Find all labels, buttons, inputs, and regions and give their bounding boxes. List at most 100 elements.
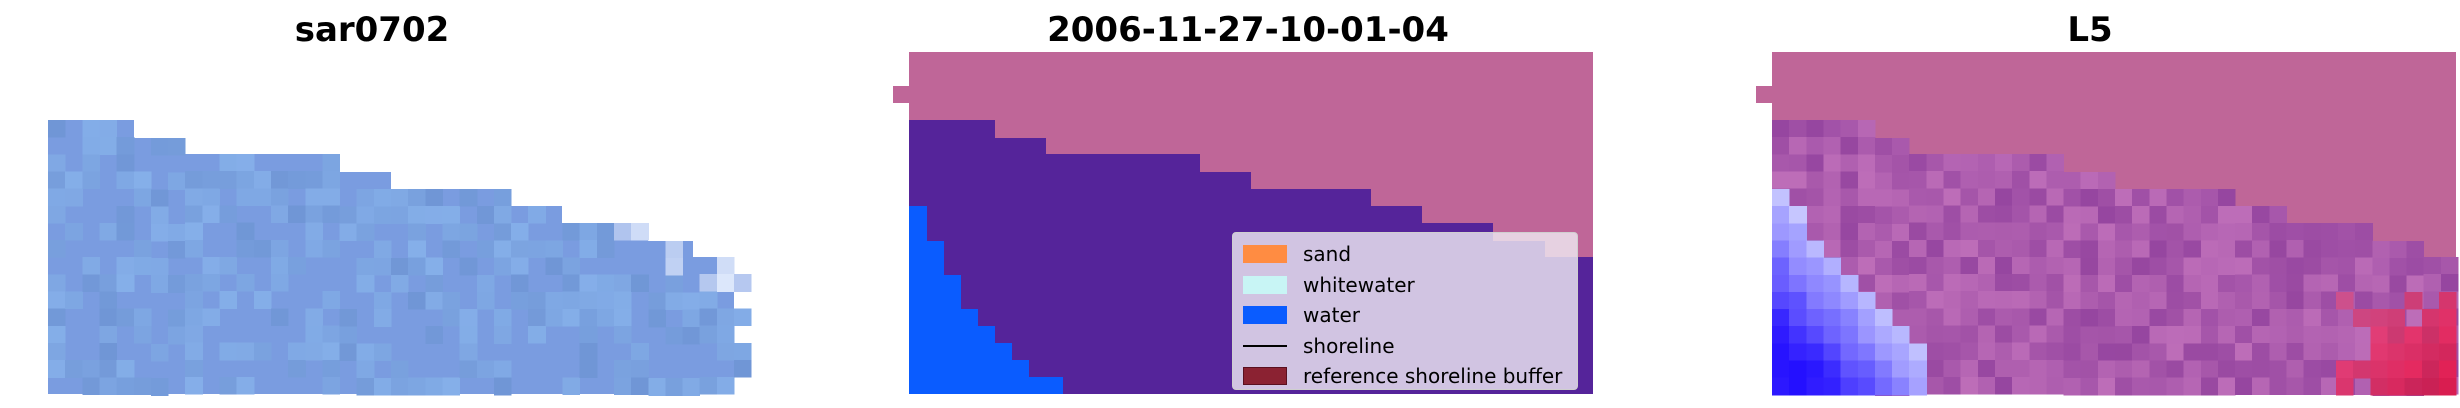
rgb-pixel	[476, 240, 495, 259]
rgb-pixel	[219, 154, 238, 172]
index-blue-pixel	[1772, 240, 1790, 259]
index-pixel	[2183, 360, 2202, 379]
rgb-pixel	[305, 325, 323, 344]
index-pixel	[2097, 206, 2116, 224]
index-pixel	[2132, 291, 2150, 310]
index-pixel	[2303, 360, 2322, 378]
index-pixel	[2080, 343, 2099, 362]
rgb-pixel	[528, 206, 546, 224]
index-pixel	[1943, 376, 1962, 395]
index-pixel	[2303, 257, 2322, 275]
index-pixel	[2080, 189, 2099, 207]
index-blue-pixel	[1840, 360, 1859, 379]
index-pixel	[2149, 326, 2167, 344]
index-pixel	[2286, 308, 2305, 327]
index-pixel	[2269, 377, 2287, 396]
index-pixel	[1874, 275, 1893, 293]
index-pixel	[2046, 376, 2065, 395]
index-pixel	[1806, 137, 1824, 155]
index-blue-pixel	[1823, 291, 1842, 310]
panel-title-index: L5	[2067, 10, 2113, 50]
rgb-pixel	[425, 206, 443, 224]
rgb-pixel	[528, 308, 546, 327]
rgb-pixel	[65, 171, 83, 190]
index-pixel	[1994, 359, 2013, 378]
index-pixel	[1789, 120, 1807, 138]
rgb-pixel	[545, 257, 563, 276]
index-blue-pixel	[1874, 326, 1893, 344]
rgb-pixel	[373, 343, 392, 362]
index-pixel	[2406, 241, 2425, 259]
index-pixel	[2183, 326, 2202, 344]
rgb-pixel	[99, 325, 118, 344]
index-pixel	[1806, 205, 1824, 224]
rgb-pixel	[579, 343, 598, 361]
rgb-pixel	[322, 291, 341, 309]
index-pixel	[2183, 309, 2202, 327]
index-pixel	[2235, 291, 2253, 310]
rgb-pixel	[116, 308, 135, 327]
index-blue-pixel	[1772, 343, 1790, 361]
rgb-pixel	[734, 274, 752, 292]
index-pixel	[2080, 326, 2099, 344]
index-blue-pixel	[1806, 291, 1824, 310]
rgb-pixel	[391, 206, 409, 224]
rgb-pixel	[202, 188, 220, 206]
index-pixel	[2235, 326, 2253, 344]
index-pixel	[1857, 222, 1876, 241]
rgb-pixel	[408, 223, 426, 241]
index-pixel	[1926, 308, 1944, 326]
rgb-pixel	[168, 326, 186, 345]
index-pixel	[2355, 377, 2373, 395]
rgb-pixel	[202, 171, 220, 189]
rgb-pixel	[545, 240, 563, 258]
index-blue-pixel	[1789, 377, 1807, 396]
rgb-pixel	[236, 342, 255, 361]
index-pixel	[2097, 274, 2116, 293]
index-pixel	[2286, 240, 2305, 258]
rgb-pixel	[116, 171, 135, 190]
index-pixel	[2235, 274, 2253, 293]
rgb-pixel	[116, 360, 135, 378]
index-pixel	[2012, 291, 2030, 309]
index-pixel	[2320, 223, 2339, 241]
index-pixel	[2337, 257, 2356, 275]
index-pixel	[2149, 257, 2167, 276]
rgb-pixel	[528, 326, 546, 344]
rgb-pixel	[425, 377, 443, 396]
index-pixel	[1806, 222, 1824, 241]
index-pixel	[2080, 206, 2099, 224]
index-pixel	[1874, 138, 1893, 156]
rgb-pixel	[631, 274, 649, 293]
index-pixel	[1857, 257, 1876, 275]
index-pixel	[2269, 240, 2287, 258]
legend-label-sand: sand	[1303, 242, 1352, 267]
rgb-pixel	[48, 274, 66, 292]
rgb-pixel	[716, 342, 735, 361]
index-pixel	[1960, 376, 1979, 395]
index-pixel	[2046, 222, 2065, 241]
rgb-pixel	[116, 205, 135, 224]
index-pixel	[1840, 120, 1859, 138]
index-red-pixel	[2438, 309, 2457, 327]
rgb-pixel	[48, 154, 66, 172]
index-pixel	[1789, 171, 1807, 190]
index-pixel	[2012, 359, 2030, 378]
index-pixel	[1943, 222, 1962, 241]
index-blue-pixel	[1789, 206, 1807, 224]
index-pixel	[1994, 171, 2013, 189]
index-pixel	[2097, 257, 2116, 276]
index-pixel	[2029, 325, 2047, 344]
rgb-pixel	[185, 376, 203, 395]
index-pixel	[1789, 188, 1807, 207]
index-pixel	[2097, 377, 2116, 396]
rgb-pixel	[185, 342, 203, 361]
index-pixel	[2149, 223, 2167, 241]
index-pixel	[1926, 239, 1944, 258]
index-pixel	[2097, 326, 2116, 344]
rgb-pixel	[253, 342, 272, 361]
index-pixel	[2200, 189, 2219, 207]
index-pixel	[2183, 291, 2202, 310]
index-pixel	[1874, 223, 1893, 242]
rgb-pixel	[373, 257, 392, 276]
